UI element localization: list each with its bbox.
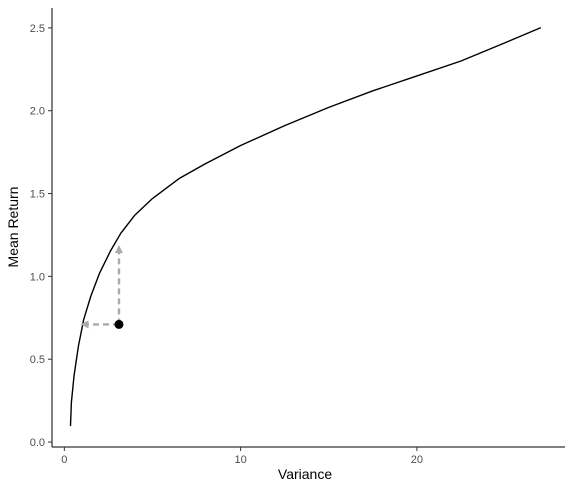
- y-tick-label: 2.5: [30, 23, 45, 35]
- y-axis-ticks: 0.0 0.5 1.0 1.5 2.0 2.5: [30, 23, 52, 449]
- y-tick-label: 2.0: [30, 106, 45, 118]
- y-tick-label: 0.5: [30, 354, 45, 366]
- portfolio-point: [114, 319, 124, 329]
- frontier-curve: [69, 27, 542, 427]
- plot-area: [69, 27, 542, 427]
- y-tick-label: 0.0: [30, 437, 45, 449]
- x-tick-label: 20: [411, 454, 423, 466]
- point-layer: [114, 319, 124, 329]
- y-tick-label: 1.5: [30, 189, 45, 201]
- arrow-layer: [80, 245, 123, 329]
- x-tick-label: 0: [61, 454, 67, 466]
- series-layer: [69, 27, 542, 427]
- y-axis-title: Mean Return: [5, 187, 21, 268]
- x-axis-title: Variance: [278, 466, 332, 482]
- x-axis-ticks: 0 10 20: [61, 447, 423, 466]
- y-tick-label: 1.0: [30, 271, 45, 283]
- x-tick-label: 10: [235, 454, 247, 466]
